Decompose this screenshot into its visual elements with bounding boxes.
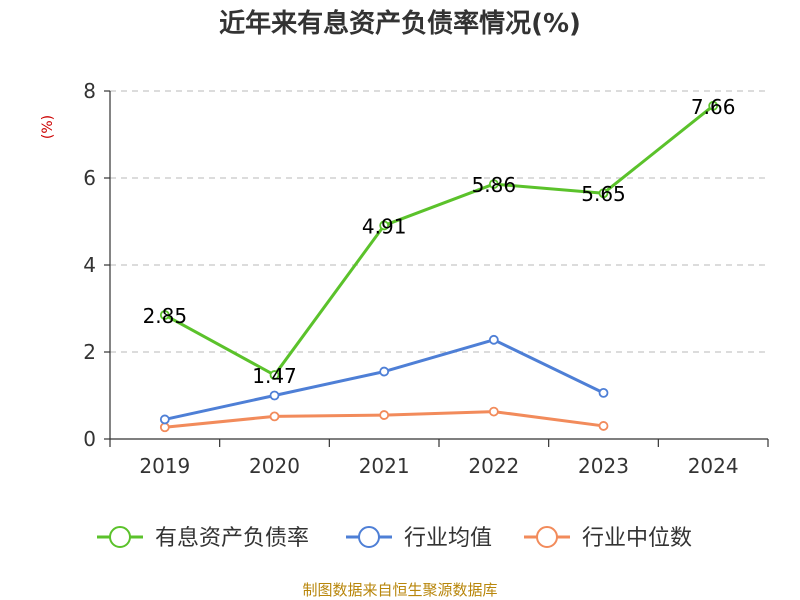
y-tick-label: 0	[83, 427, 96, 451]
source-note: 制图数据来自恒生聚源数据库	[302, 581, 497, 599]
series-line	[164, 104, 715, 377]
y-tick-label: 4	[83, 253, 96, 277]
data-point	[488, 406, 499, 417]
data-point	[598, 387, 609, 398]
data-label: 4.91	[362, 214, 407, 238]
data-label: 5.86	[472, 173, 517, 197]
x-tick-label: 2021	[359, 454, 410, 478]
legend-marker	[109, 526, 131, 548]
data-point	[379, 220, 390, 231]
x-tick-label: 2023	[578, 454, 629, 478]
data-point	[159, 310, 170, 320]
axes	[104, 90, 769, 447]
legend-marker	[536, 526, 558, 548]
data-label: 7.66	[691, 95, 736, 119]
x-tick-label: 2020	[249, 454, 300, 478]
data-point	[598, 421, 609, 431]
legend-label: 行业均值	[404, 526, 492, 551]
x-tick-label: 2024	[688, 454, 739, 478]
data-label: 5.65	[581, 182, 626, 206]
legend: 有息资产负债率 行业均值 行业中位数	[97, 526, 692, 551]
data-label: 2.85	[143, 304, 188, 328]
data-labels: 2.85 1.47 4.91 5.86 5.65 7.66	[143, 95, 736, 388]
data-point	[379, 410, 390, 420]
data-point	[269, 390, 280, 401]
legend-item[interactable]: 行业中位数	[524, 526, 692, 551]
data-point	[708, 100, 719, 111]
legend-label: 行业中位数	[582, 526, 692, 551]
y-axis-label: (%)	[40, 115, 56, 139]
y-tick-labels: 0 2 4 6 8	[83, 79, 96, 451]
legend-item[interactable]: 有息资产负债率	[97, 526, 309, 551]
data-point	[488, 334, 499, 345]
x-tick-label: 2022	[468, 454, 519, 478]
y-tick-label: 2	[83, 340, 96, 364]
legend-label: 有息资产负债率	[155, 526, 309, 551]
data-label: 1.47	[252, 364, 297, 388]
data-point	[159, 422, 170, 433]
x-tick-labels: 2019 2020 2021 2022 2023 2024	[139, 454, 738, 478]
y-tick-label: 8	[83, 79, 96, 103]
legend-marker	[358, 526, 380, 548]
data-point	[159, 414, 170, 425]
data-point	[379, 366, 390, 377]
y-tick-label: 6	[83, 166, 96, 190]
data-point	[269, 411, 280, 422]
data-point	[269, 370, 280, 380]
data-point	[488, 179, 499, 189]
series-group	[159, 100, 719, 433]
legend-item[interactable]: 行业均值	[346, 526, 492, 551]
gridlines	[110, 90, 768, 353]
x-tick-label: 2019	[139, 454, 190, 478]
chart-title: 近年来有息资产负债率情况(%)	[219, 8, 581, 39]
data-point	[598, 188, 609, 199]
